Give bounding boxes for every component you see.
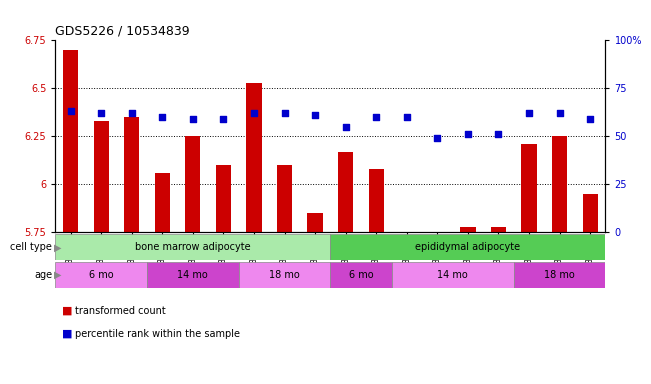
FancyBboxPatch shape xyxy=(330,234,605,260)
Bar xyxy=(94,121,109,232)
Point xyxy=(218,116,229,122)
Point xyxy=(402,114,412,120)
Point xyxy=(371,114,381,120)
Text: 18 mo: 18 mo xyxy=(544,270,575,280)
FancyBboxPatch shape xyxy=(514,262,605,288)
Point xyxy=(157,114,167,120)
Text: ■: ■ xyxy=(62,329,72,339)
FancyBboxPatch shape xyxy=(55,234,330,260)
FancyBboxPatch shape xyxy=(55,262,147,288)
Bar xyxy=(246,83,262,232)
Point xyxy=(585,116,596,122)
Text: 18 mo: 18 mo xyxy=(269,270,300,280)
Point xyxy=(187,116,198,122)
Point xyxy=(310,112,320,118)
Point xyxy=(96,110,106,116)
Text: percentile rank within the sample: percentile rank within the sample xyxy=(75,329,240,339)
FancyBboxPatch shape xyxy=(147,262,239,288)
Bar xyxy=(338,152,353,232)
Bar xyxy=(368,169,384,232)
Bar xyxy=(491,227,506,232)
Bar xyxy=(583,194,598,232)
Bar xyxy=(63,50,78,232)
Bar xyxy=(460,227,475,232)
Point xyxy=(432,135,443,141)
Point xyxy=(126,110,137,116)
Point xyxy=(555,110,565,116)
Point xyxy=(65,108,76,114)
Text: ▶: ▶ xyxy=(54,270,62,280)
FancyBboxPatch shape xyxy=(330,262,391,288)
Point xyxy=(493,131,504,137)
Text: bone marrow adipocyte: bone marrow adipocyte xyxy=(135,242,251,252)
Bar xyxy=(552,136,567,232)
Text: cell type: cell type xyxy=(10,242,52,252)
Text: 6 mo: 6 mo xyxy=(349,270,373,280)
Text: age: age xyxy=(34,270,52,280)
Text: 14 mo: 14 mo xyxy=(437,270,468,280)
Text: ■: ■ xyxy=(62,306,72,316)
Point xyxy=(524,110,534,116)
FancyBboxPatch shape xyxy=(391,262,514,288)
Bar xyxy=(124,117,139,232)
Point xyxy=(463,131,473,137)
Point xyxy=(340,124,351,130)
Text: GDS5226 / 10534839: GDS5226 / 10534839 xyxy=(55,25,190,38)
Bar xyxy=(307,213,323,232)
Text: transformed count: transformed count xyxy=(75,306,165,316)
Point xyxy=(249,110,259,116)
Bar xyxy=(186,136,201,232)
Bar xyxy=(277,165,292,232)
Text: epididymal adipocyte: epididymal adipocyte xyxy=(415,242,520,252)
Text: ▶: ▶ xyxy=(54,242,62,252)
FancyBboxPatch shape xyxy=(239,262,330,288)
Text: 6 mo: 6 mo xyxy=(89,270,113,280)
Bar xyxy=(155,173,170,232)
Text: 14 mo: 14 mo xyxy=(178,270,208,280)
Bar xyxy=(215,165,231,232)
Bar xyxy=(521,144,536,232)
Point xyxy=(279,110,290,116)
